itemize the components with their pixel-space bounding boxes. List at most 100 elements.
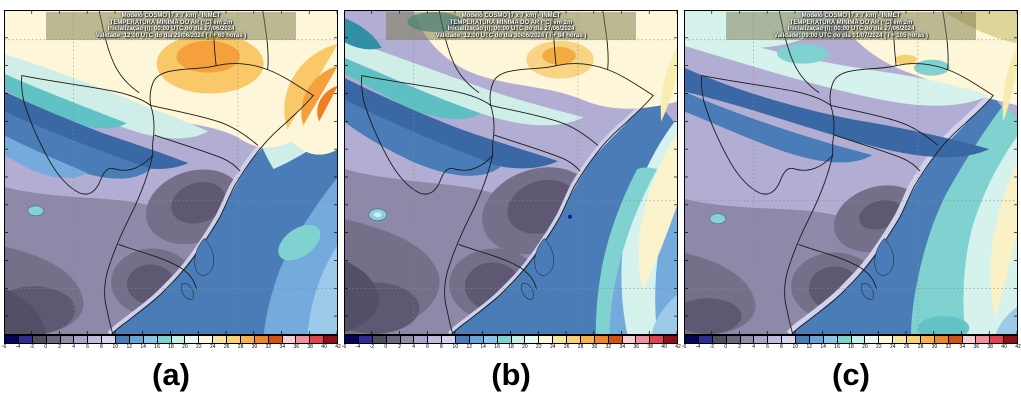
colorbar-cell <box>865 336 880 343</box>
map-title-line: TEMPERATURA MÍNIMA DO AR (°C) em 2m <box>449 19 573 26</box>
colorbar-tick-label: 12 <box>806 344 813 350</box>
colorbar-cell <box>254 336 269 343</box>
colorbar-tick-label: 10 <box>112 344 119 350</box>
colorbar-cell <box>282 336 297 343</box>
colorbar-cell <box>310 336 325 343</box>
forecast-panel-a: Modelo COSMO (7 x 7 km) - INMET TEMPERAT… <box>1 10 341 412</box>
colorbar-cell <box>414 336 429 343</box>
colorbar-tick-label: -6 <box>341 344 347 350</box>
colorbar-tick-label: 40 <box>321 344 327 350</box>
colorbar-tick-label: 26 <box>563 344 570 350</box>
colorbar-cell <box>171 336 186 343</box>
colorbar-tick-label: -2 <box>29 344 35 350</box>
colorbar-tick-label: 38 <box>647 344 653 350</box>
map-frame-b: Modelo COSMO (7 x 7 km) - INMET TEMPERAT… <box>344 10 678 335</box>
colorbar-labels: -6 -4 -2 0 2 4 6 8 10 12 14 16 18 20 22 24 26 28 30 32 34 36 3… <box>1 344 341 351</box>
colorbar-tick-label: 24 <box>209 344 216 350</box>
colorbar-tick-label: 8 <box>440 344 443 350</box>
inland-lake <box>27 205 44 217</box>
colorbar-cells <box>344 335 678 344</box>
colorbar-cell <box>712 336 727 343</box>
colorbar-cell <box>511 336 526 343</box>
colorbar-tick-label: 18 <box>168 344 174 350</box>
colorbar-tick-label: 22 <box>196 344 202 350</box>
weather-map-c <box>684 10 1018 335</box>
temperature-colorbar: -6 -4 -2 0 2 4 6 8 10 12 14 16 18 20 22 24 26 28 30 32 34 36 3… <box>1 335 341 351</box>
map-frame-c: Modelo COSMO (7 x 7 km) - INMET TEMPERAT… <box>684 10 1018 335</box>
map-title-line: Modelo COSMO (7 x 7 km) - INMET <box>801 13 901 19</box>
weather-map-a <box>4 10 338 335</box>
colorbar-cells <box>4 335 338 344</box>
colorbar-cell <box>525 336 540 343</box>
colorbar-cell <box>5 336 19 343</box>
colorbar-tick-label: 40 <box>1001 344 1007 350</box>
colorbar-cell <box>18 336 33 343</box>
colorbar-tick-label: 32 <box>265 344 272 350</box>
colorbar-tick-label: 6 <box>426 344 429 350</box>
colorbar-tick-label: 2 <box>398 344 402 350</box>
colorbar-tick-label: 20 <box>522 344 528 350</box>
subfigure-label-a: (a) <box>152 357 190 392</box>
colorbar-tick-label: -6 <box>1 344 7 350</box>
colorbar-tick-label: -2 <box>369 344 375 350</box>
colorbar-cell <box>553 336 567 343</box>
colorbar-cells <box>684 335 1018 344</box>
temperature-colorbar: -6 -4 -2 0 2 4 6 8 10 12 14 16 18 20 22 24 26 28 30 32 34 36 3… <box>682 335 1021 351</box>
map-title-block: Modelo COSMO (7 x 7 km) - INMET TEMPERAT… <box>386 12 636 41</box>
inland-lake <box>709 213 726 224</box>
colorbar-cell <box>907 336 921 343</box>
colorbar-tick-label: -4 <box>355 344 361 350</box>
colorbar-tick-label: 2 <box>58 344 62 350</box>
colorbar-tick-label: 8 <box>100 344 103 350</box>
map-border <box>344 10 678 335</box>
colorbar-cell <box>483 336 498 343</box>
colorbar-tick-label: 32 <box>605 344 612 350</box>
colorbar-cell <box>240 336 255 343</box>
colorbar-cell <box>213 336 227 343</box>
colorbar-tick-label: 30 <box>251 344 258 350</box>
colorbar-tick-label: 14 <box>820 344 826 350</box>
colorbar-cell <box>837 336 852 343</box>
colorbar-cell <box>116 336 130 343</box>
colorbar-cell <box>879 336 894 343</box>
weather-map-b <box>344 10 678 335</box>
colorbar-cell <box>567 336 581 343</box>
colorbar-cell <box>698 336 713 343</box>
temperature-colorbar: -6 -4 -2 0 2 4 6 8 10 12 14 16 18 20 22 24 26 28 30 32 34 36 3… <box>341 335 681 351</box>
map-title-line: Modelo COSMO (7 x 7 km) - INMET <box>461 13 561 19</box>
map-title-line: Modelo COSMO (7 x 7 km) - INMET <box>121 13 221 19</box>
colorbar-tick-label: 8 <box>780 344 783 350</box>
colorbar-cell <box>636 336 651 343</box>
colorbar-cell <box>796 336 810 343</box>
colorbar-cell <box>32 336 47 343</box>
colorbar-cell <box>594 336 609 343</box>
colorbar-cell <box>768 336 783 343</box>
colorbar-cell <box>386 336 401 343</box>
colorbar-tick-label: 10 <box>792 344 799 350</box>
colorbar-tick-label: 20 <box>862 344 868 350</box>
colorbar-tick-label: 28 <box>917 344 924 350</box>
colorbar-cell <box>74 336 89 343</box>
colorbar-cell <box>143 336 158 343</box>
forecast-panel-b: Modelo COSMO (7 x 7 km) - INMET TEMPERAT… <box>341 10 681 412</box>
colorbar-cell <box>400 336 415 343</box>
colorbar-cell <box>893 336 907 343</box>
colorbar-cell <box>976 336 991 343</box>
colorbar-tick-label: 14 <box>480 344 486 350</box>
colorbar-tick-label: 4 <box>72 344 75 350</box>
map-title-line: Validade: 12:00 UTC do dia 29/06/2024 ( … <box>95 32 247 39</box>
colorbar-cell <box>442 336 456 343</box>
colorbar-cell <box>129 336 144 343</box>
colorbar-cell <box>268 336 283 343</box>
colorbar-cell <box>102 336 116 343</box>
colorbar-tick-label: 16 <box>154 344 160 350</box>
colorbar-tick-label: 34 <box>279 344 286 350</box>
colorbar-cell <box>60 336 75 343</box>
map-title-line: TEMPERATURA MÍNIMA DO AR (°C) em 2m <box>109 19 233 26</box>
colorbar-cell <box>296 336 311 343</box>
colorbar-tick-label: 42 <box>675 344 681 350</box>
colorbar-tick-label: 30 <box>931 344 938 350</box>
colorbar-tick-label: 36 <box>973 344 980 350</box>
colorbar-cell <box>650 336 665 343</box>
